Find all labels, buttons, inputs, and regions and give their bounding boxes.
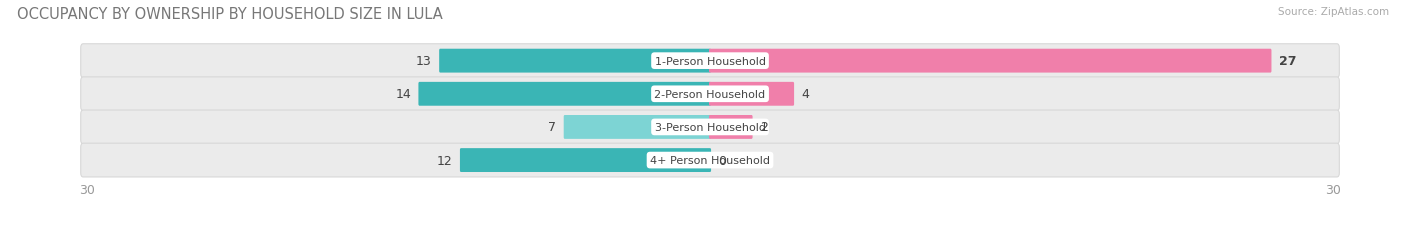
- Text: Source: ZipAtlas.com: Source: ZipAtlas.com: [1278, 7, 1389, 17]
- Text: 3-Person Household: 3-Person Household: [655, 122, 765, 132]
- FancyBboxPatch shape: [709, 82, 794, 106]
- Text: 13: 13: [416, 55, 432, 68]
- Text: OCCUPANCY BY OWNERSHIP BY HOUSEHOLD SIZE IN LULA: OCCUPANCY BY OWNERSHIP BY HOUSEHOLD SIZE…: [17, 7, 443, 22]
- Text: 0: 0: [718, 154, 727, 167]
- Text: 4: 4: [801, 88, 810, 101]
- FancyBboxPatch shape: [80, 78, 1340, 111]
- FancyBboxPatch shape: [419, 82, 711, 106]
- FancyBboxPatch shape: [439, 49, 711, 73]
- Legend: Owner-occupied, Renter-occupied: Owner-occupied, Renter-occupied: [586, 228, 834, 231]
- Text: 27: 27: [1278, 55, 1296, 68]
- FancyBboxPatch shape: [80, 111, 1340, 144]
- FancyBboxPatch shape: [564, 116, 711, 139]
- Text: 7: 7: [548, 121, 557, 134]
- Text: 1-Person Household: 1-Person Household: [655, 56, 765, 66]
- FancyBboxPatch shape: [709, 116, 752, 139]
- Text: 2: 2: [759, 121, 768, 134]
- FancyBboxPatch shape: [80, 143, 1340, 177]
- Text: 4+ Person Household: 4+ Person Household: [650, 155, 770, 165]
- Text: 14: 14: [395, 88, 411, 101]
- FancyBboxPatch shape: [460, 149, 711, 172]
- Text: 2-Person Household: 2-Person Household: [654, 89, 766, 99]
- Text: 12: 12: [437, 154, 453, 167]
- FancyBboxPatch shape: [709, 49, 1271, 73]
- FancyBboxPatch shape: [80, 45, 1340, 78]
